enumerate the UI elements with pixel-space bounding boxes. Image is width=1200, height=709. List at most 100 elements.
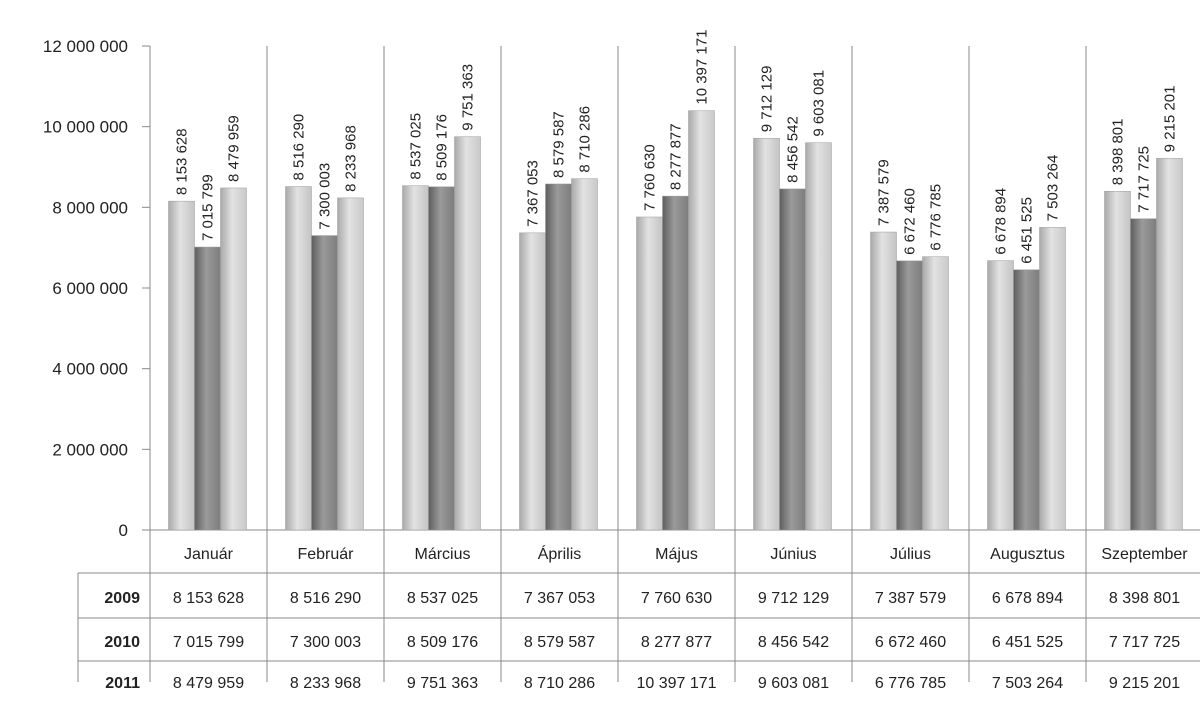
bar-2010 [311,235,338,531]
bar-2010 [779,188,806,531]
bar-value-label: 8 537 025 [408,113,425,180]
bar-value-label: 10 397 171 [694,30,711,105]
bar-value-label: 7 760 630 [642,144,659,211]
bar-2009 [987,260,1014,531]
bar-2009 [636,216,663,531]
table-cell: 8 153 628 [173,590,244,607]
bar-2011 [571,178,598,531]
bar-value-label: 8 509 176 [434,114,451,181]
category-label: Július [890,546,931,563]
bar-value-label: 6 672 460 [902,188,919,255]
table-row-header: 2011 [105,675,140,692]
y-tick-label: 2 000 000 [52,440,128,459]
bar-value-label: 8 516 290 [291,114,308,181]
table-cell: 10 397 171 [636,675,716,692]
bar-2011 [805,142,832,531]
category-label: Szeptember [1101,546,1188,563]
bar-value-label: 7 367 053 [525,160,542,227]
bar-2011 [337,197,364,531]
bar-2009 [285,186,312,531]
bar-value-label: 8 398 801 [1110,119,1127,186]
bar-2011 [1039,227,1066,531]
table-cell: 8 233 968 [290,675,361,692]
bar-value-label: 7 717 725 [1136,146,1153,213]
table-cell: 8 537 025 [407,590,478,607]
table-cell: 6 451 525 [992,634,1063,651]
table-cell: 7 503 264 [992,675,1063,692]
bar-2011 [688,110,715,531]
bar-2010 [1130,218,1157,531]
y-tick-label: 12 000 000 [43,37,128,56]
bar-value-label: 9 603 081 [811,70,828,137]
table-cell: 8 710 286 [524,675,595,692]
category-label: Június [770,546,816,563]
table-cell: 7 015 799 [173,634,244,651]
bar-2010 [545,183,572,531]
table-cell: 8 579 587 [524,634,595,651]
bar-value-label: 8 479 959 [226,115,243,182]
bar-value-label: 8 153 628 [174,128,191,195]
bar-2011 [220,187,247,531]
y-tick-label: 4 000 000 [52,360,128,379]
bar-value-label: 9 751 363 [460,64,477,131]
bar-value-label: 7 387 579 [876,159,893,226]
table-cell: 8 456 542 [758,634,829,651]
y-tick-label: 0 [119,521,128,540]
y-tick-label: 8 000 000 [52,198,128,217]
bar-value-label: 6 451 525 [1019,197,1036,264]
x-axis-categories: Január Február Március Április Május Június Jú… [184,544,1188,563]
bar-2009 [402,185,429,531]
category-label: Augusztus [990,546,1065,563]
bar-value-label: 8 277 877 [668,123,685,190]
bar-2010 [662,195,689,531]
bar-2010 [194,246,221,531]
category-label: Január [184,546,234,563]
bar-value-label: 8 710 286 [577,106,594,173]
bars-layer [168,110,1183,531]
bar-value-label: 9 215 201 [1162,86,1179,153]
bar-2009 [1104,190,1131,531]
bar-2011 [1156,158,1183,531]
bar-value-label: 6 776 785 [928,184,945,251]
bar-value-label: 8 456 542 [785,116,802,183]
bar-value-label: 7 503 264 [1045,155,1062,222]
data-table: 2009 8 153 628 8 516 290 8 537 025 7 367 053… [104,590,1180,692]
bar-2010 [428,186,455,531]
table-cell: 8 277 877 [641,634,712,651]
table-cell: 9 603 081 [758,675,829,692]
table-cell: 7 760 630 [641,590,712,607]
bar-2011 [454,136,481,531]
y-axis: 0 2 000 000 4 000 000 6 000 000 8 000 000 10 … [43,37,150,540]
bar-value-label: 9 712 129 [759,66,776,133]
bar-value-label: 6 678 894 [993,188,1010,255]
value-labels-layer: 8 153 628 7 015 799 8 479 959 8 516 290 7 30… [174,30,1179,264]
table-cell: 9 215 201 [1109,675,1180,692]
y-tick-label: 10 000 000 [43,118,128,137]
bar-value-label: 7 300 003 [317,163,334,230]
category-label: Május [655,546,698,563]
table-row-header: 2009 [104,590,140,607]
category-label: Március [414,546,470,563]
bar-value-label: 8 579 587 [551,111,568,178]
bar-value-label: 7 015 799 [200,174,217,241]
category-label: Február [297,546,354,563]
table-cell: 8 509 176 [407,634,478,651]
table-cell: 7 387 579 [875,590,946,607]
bar-2009 [753,138,780,531]
y-tick-label: 6 000 000 [52,279,128,298]
bar-2009 [870,231,897,531]
table-cell: 8 398 801 [1109,590,1180,607]
table-cell: 7 367 053 [524,590,595,607]
table-cell: 6 776 785 [875,675,946,692]
bar-2009 [168,200,195,531]
table-cell: 8 479 959 [173,675,244,692]
table-cell: 7 717 725 [1109,634,1180,651]
category-label: Április [538,544,582,563]
bar-2011 [922,256,949,531]
table-row-header: 2010 [104,634,140,651]
table-cell: 8 516 290 [290,590,361,607]
table-cell: 9 712 129 [758,590,829,607]
table-cell: 6 678 894 [992,590,1063,607]
table-cell: 6 672 460 [875,634,946,651]
